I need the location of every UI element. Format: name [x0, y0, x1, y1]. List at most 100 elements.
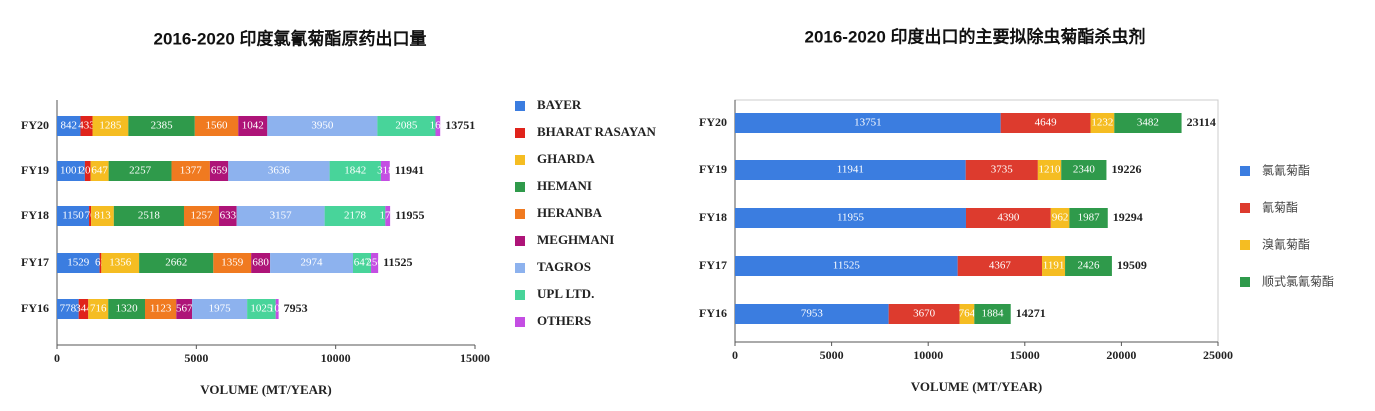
- bar-segment: [176, 299, 193, 319]
- total-label: 7953: [284, 301, 308, 315]
- segment-label: 2426: [1077, 260, 1100, 272]
- bar-segment: [99, 253, 102, 273]
- segment-label: 1842: [344, 165, 366, 177]
- segment-label: 2662: [165, 257, 187, 269]
- bar-segment: [192, 299, 248, 319]
- y-tick-label: FY17: [21, 255, 49, 269]
- segment-label: 1025: [250, 303, 273, 315]
- segment-label: 4390: [997, 212, 1020, 224]
- bar-segment: [238, 116, 268, 136]
- y-tick-label: FY16: [21, 301, 49, 315]
- y-tick-label: FY19: [21, 163, 49, 177]
- legend-label: 氰菊酯: [1262, 200, 1298, 215]
- segment-label: 1210: [1039, 164, 1062, 176]
- legend-swatch: [1240, 166, 1250, 176]
- x-tick-label: 0: [732, 348, 738, 362]
- x-tick-label: 5000: [184, 351, 208, 365]
- bar-segment: [194, 116, 239, 136]
- x-tick-label: 5000: [820, 348, 844, 362]
- segment-label: 2085: [395, 120, 418, 132]
- legend-swatch: [1240, 240, 1250, 250]
- segment-label: 2518: [138, 210, 161, 222]
- segment-label: 842: [60, 120, 77, 132]
- bar-segment: [171, 161, 210, 181]
- bar-segment: [735, 113, 1001, 133]
- bar-segment: [1042, 256, 1066, 276]
- bar-segment: [1090, 113, 1115, 133]
- bar-segment: [1069, 208, 1108, 228]
- segment-label: 13751: [854, 117, 882, 129]
- legend-label: BHARAT RASAYAN: [537, 124, 656, 139]
- bar-segment: [247, 299, 276, 319]
- segment-label: 318: [377, 165, 394, 177]
- segment-label: 716: [90, 303, 107, 315]
- segment-label: 7953: [801, 308, 824, 320]
- bar-segment: [139, 253, 214, 273]
- legend-label: TAGROS: [537, 259, 591, 274]
- segment-label: 1560: [206, 120, 229, 132]
- bar-segment: [113, 206, 184, 226]
- y-tick-label: FY20: [699, 115, 727, 129]
- x-tick-label: 20000: [1106, 348, 1136, 362]
- bar-segment: [90, 161, 109, 181]
- bar-segment: [209, 161, 229, 181]
- bar-segment: [213, 253, 252, 273]
- legend-label: OTHERS: [537, 313, 591, 328]
- bar-segment: [57, 253, 100, 273]
- bar-segment: [236, 206, 325, 226]
- segment-label: 344: [75, 303, 92, 315]
- total-label: 11955: [395, 208, 424, 222]
- bar-segment: [80, 116, 93, 136]
- bar-segment: [219, 206, 237, 226]
- x-tick-label: 0: [54, 351, 60, 365]
- y-tick-label: FY18: [699, 210, 727, 224]
- legend-swatch: [515, 128, 525, 138]
- total-label: 13751: [445, 118, 475, 132]
- bar-segment: [1037, 160, 1062, 180]
- bar-segment: [78, 299, 89, 319]
- bar-segment: [101, 253, 140, 273]
- segment-label: 647: [354, 257, 371, 269]
- legend-label: 氯氰菊酯: [1262, 163, 1310, 178]
- segment-label: 3636: [268, 165, 291, 177]
- chart-title: 2016-2020 印度出口的主要拟除虫菊酯杀虫剂: [804, 26, 1145, 46]
- segment-label: 1987: [1078, 212, 1101, 224]
- bar-segment: [888, 304, 960, 324]
- legend-swatch: [515, 317, 525, 327]
- segment-label: 1123: [150, 303, 172, 315]
- bar-segment: [965, 208, 1051, 228]
- x-tick-label: 15000: [460, 351, 490, 365]
- bar-segment: [89, 206, 92, 226]
- bar-segment: [92, 116, 129, 136]
- bar-segment: [435, 116, 441, 136]
- bar-segment: [965, 160, 1038, 180]
- segment-label: 1529: [67, 257, 90, 269]
- bar-segment: [974, 304, 1011, 324]
- bar-segment: [352, 253, 372, 273]
- legend-label: 溴氰菊酯: [1262, 237, 1310, 252]
- y-tick-label: FY19: [699, 162, 727, 176]
- segment-label: 778: [60, 303, 77, 315]
- legend-label: BAYER: [537, 97, 582, 112]
- segment-label: 962: [1052, 212, 1069, 224]
- bar-segment: [183, 206, 220, 226]
- segment-label: 2178: [344, 210, 367, 222]
- segment-label: 256: [366, 257, 383, 269]
- bar-segment: [735, 304, 889, 324]
- segment-label: 3950: [311, 120, 334, 132]
- segment-label: 3670: [913, 308, 936, 320]
- segment-label: 813: [94, 210, 111, 222]
- bar-segment: [275, 299, 279, 319]
- bar-segment: [959, 304, 975, 324]
- bar-segment: [251, 253, 271, 273]
- segment-label: 172: [379, 210, 396, 222]
- segment-label: 11525: [833, 260, 861, 272]
- segment-label: 764: [959, 308, 976, 320]
- bar-segment: [108, 161, 172, 181]
- segment-label: 633: [220, 210, 237, 222]
- bar-segment: [735, 256, 958, 276]
- y-tick-label: FY20: [21, 118, 49, 132]
- segment-label: 2385: [151, 120, 174, 132]
- x-axis-label: VOLUME (MT/YEAR): [911, 379, 1043, 394]
